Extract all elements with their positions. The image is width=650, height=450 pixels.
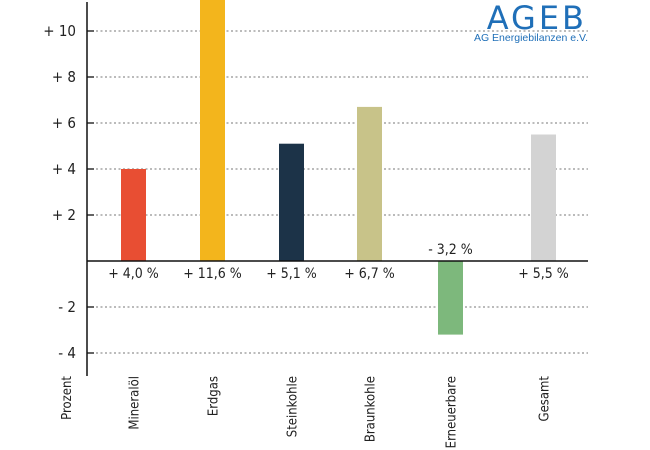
data-label: - 3,2 % <box>428 242 473 258</box>
ageb-logo: AGEB AG Energiebilanzen e.V. <box>474 0 588 44</box>
bars <box>121 0 556 335</box>
category-label: Erdgas <box>207 376 222 416</box>
logo-text: AGEB <box>487 0 587 37</box>
y-tick-label: + 4 <box>52 160 76 178</box>
data-label: + 4,0 % <box>108 266 159 282</box>
bar <box>438 261 463 335</box>
data-label: + 5,1 % <box>266 266 317 282</box>
bar <box>357 106 382 262</box>
data-label: + 5,5 % <box>518 266 569 282</box>
category-label: Steinkohle <box>286 376 301 437</box>
y-axis-ticks: + 12+ 10+ 8+ 6+ 4+ 2- 2- 4 <box>43 22 94 362</box>
y-tick-label: + 8 <box>52 68 76 86</box>
category-label: Braunkohle <box>364 376 379 442</box>
y-tick-label: + 10 <box>43 22 76 40</box>
category-label: Mineralöl <box>128 376 143 430</box>
category-label: Gesamt <box>538 376 553 422</box>
y-tick-label: - 4 <box>58 344 76 362</box>
y-axis-label: Prozent <box>60 376 75 420</box>
logo-subtitle: AG Energiebilanzen e.V. <box>474 32 588 44</box>
data-label: + 6,7 % <box>344 266 395 282</box>
category-label: Erneuerbare <box>445 376 460 448</box>
bar <box>200 0 225 261</box>
data-labels: + 4,0 % + 11,6 % + 5,1 % + 6,7 % - 3,2 % + 5,… <box>108 242 569 282</box>
y-tick-label: + 6 <box>52 114 76 132</box>
data-label: + 11,6 % <box>183 266 242 282</box>
gridlines <box>87 30 588 354</box>
y-tick-label: + 2 <box>52 206 76 224</box>
category-labels: Mineralöl Erdgas Steinkohle Braunkohle Erneu… <box>128 376 553 449</box>
y-tick-label: - 2 <box>58 298 76 316</box>
bar <box>531 134 556 261</box>
bar <box>121 169 146 261</box>
bar <box>279 143 304 261</box>
